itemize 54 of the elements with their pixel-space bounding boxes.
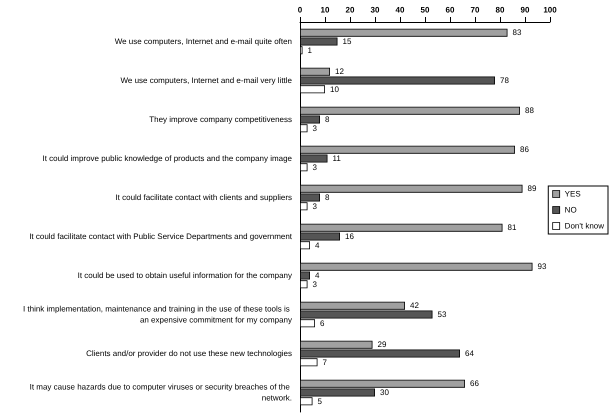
x-tick-label: 60: [446, 6, 455, 14]
y-tick-label: It could facilitate contact with Public Service Departments and government: [29, 232, 293, 241]
legend-label: NO: [564, 206, 577, 214]
data-label: 7: [322, 358, 328, 367]
data-label: 89: [528, 184, 537, 194]
data-label: 66: [470, 379, 480, 388]
x-tick-label: 30: [370, 6, 380, 14]
y-tick-label: We use computers, Internet and e-mail quite often: [114, 37, 292, 46]
data-label: 4: [315, 271, 320, 280]
data-label: 8: [325, 193, 330, 202]
data-label: 83: [512, 28, 522, 38]
x-tick-label: 20: [346, 6, 355, 14]
y-tick-label: It could be used to obtain useful information for the company: [78, 271, 292, 280]
data-label: 64: [465, 349, 474, 358]
x-tick-label: 10: [320, 6, 330, 14]
data-label: 16: [345, 232, 354, 241]
data-label: 3: [312, 124, 318, 133]
data-label: 3: [312, 280, 318, 289]
data-label: 30: [380, 388, 390, 397]
legend-label: YES: [564, 190, 581, 198]
x-tick-label: 90: [520, 6, 530, 14]
x-tick-label: 100: [543, 6, 558, 14]
data-label: 3: [312, 202, 318, 211]
data-label: 81: [508, 223, 517, 232]
y-tick-label: We use computers, Internet and e-mail very little: [120, 76, 293, 85]
data-label: 12: [335, 67, 344, 76]
data-label: 4: [315, 240, 320, 250]
y-tick-label: Clients and/or provider do not use these new technologies: [86, 349, 292, 358]
data-label: 86: [520, 145, 530, 154]
x-tick-label: 50: [420, 6, 430, 14]
data-label: 6: [320, 318, 325, 328]
data-label: 15: [342, 37, 352, 46]
data-label: 93: [538, 262, 547, 272]
y-tick-label: It could improve public knowledge of products and the company image: [42, 154, 293, 163]
data-label: 3: [312, 162, 318, 172]
data-label: 78: [500, 76, 510, 85]
data-label: 10: [330, 84, 340, 94]
data-label: 5: [318, 396, 322, 406]
data-label: 42: [410, 301, 420, 310]
data-label: 8: [325, 115, 330, 124]
legend-label: Don't know: [564, 222, 604, 230]
x-tick-label: 0: [298, 6, 303, 14]
y-tick-label: I think implementation, maintenance and training in the use of these tools is an expensive commitment for my company: [22, 304, 292, 324]
x-tick-label: 40: [396, 6, 405, 14]
data-label: 53: [438, 310, 447, 319]
data-label: 88: [525, 106, 534, 116]
y-tick-label: It could facilitate contact with clients and suppliers: [115, 193, 292, 202]
x-tick-label: 70: [470, 6, 480, 14]
data-label: 1: [308, 46, 312, 55]
x-tick-label: 80: [496, 6, 505, 14]
data-label: 11: [332, 154, 342, 163]
y-tick-label: It may cause hazards due to computer viruses or security breaches of the network.: [30, 382, 292, 402]
data-label: 29: [378, 340, 387, 350]
y-tick-label: They improve company competitiveness: [149, 115, 292, 124]
